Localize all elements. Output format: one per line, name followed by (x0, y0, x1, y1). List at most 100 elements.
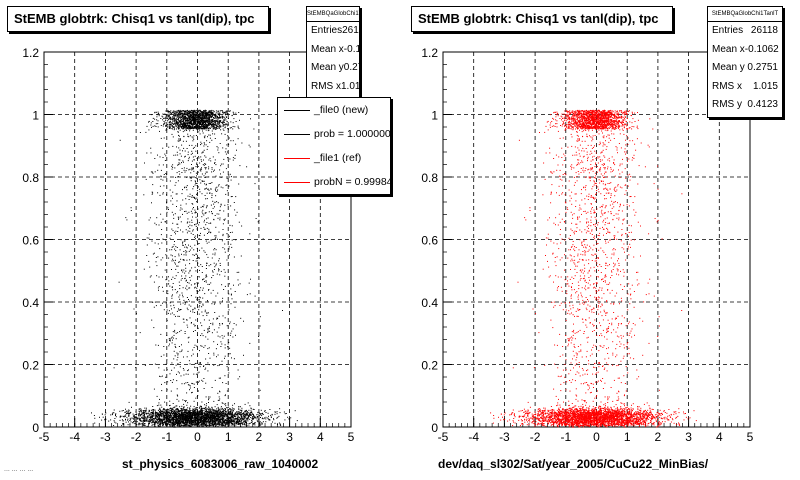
scatter-point (204, 420, 206, 422)
scatter-point (128, 415, 130, 417)
scatter-point (233, 419, 235, 421)
scatter-point (222, 407, 224, 409)
scatter-point (135, 411, 137, 413)
scatter-point (220, 414, 222, 416)
scatter-point (237, 418, 239, 420)
scatter-point (175, 405, 177, 407)
scatter-point (166, 417, 168, 419)
scatter-point (191, 169, 193, 171)
scatter-point (198, 411, 200, 413)
scatter-point (169, 404, 171, 406)
scatter-point (195, 122, 197, 124)
scatter-point (184, 130, 186, 132)
scatter-point (179, 417, 181, 419)
scatter-point (210, 411, 212, 413)
scatter-point (202, 132, 204, 134)
scatter-point (219, 416, 221, 418)
scatter-point (244, 415, 246, 417)
scatter-point (219, 124, 221, 126)
scatter-point (193, 118, 195, 119)
scatter-point (161, 419, 163, 421)
scatter-point (188, 412, 190, 414)
scatter-point (228, 118, 229, 119)
scatter-point (189, 416, 191, 418)
scatter-point (167, 112, 169, 114)
scatter-point (189, 421, 191, 423)
scatter-point (178, 419, 180, 421)
scatter-point (248, 412, 250, 414)
scatter-point (217, 112, 219, 114)
scatter-point (161, 410, 163, 412)
scatter-point (199, 121, 201, 123)
scatter-point (183, 422, 185, 424)
scatter-point (190, 412, 192, 414)
scatter-point (217, 117, 218, 119)
scatter-point (233, 420, 235, 422)
scatter-point (153, 421, 155, 423)
scatter-point (238, 412, 240, 414)
scatter-point (160, 420, 162, 422)
scatter-point (188, 125, 190, 127)
scatter-point (230, 410, 232, 412)
scatter-point (244, 417, 246, 419)
scatter-point (211, 121, 213, 122)
scatter-point (255, 218, 257, 219)
scatter-point (194, 117, 196, 119)
scatter-point (204, 418, 206, 420)
scatter-point (144, 411, 146, 413)
scatter-point (225, 114, 226, 116)
scatter-point (201, 112, 203, 114)
scatter-point (211, 111, 213, 113)
scatter-point (158, 112, 160, 114)
scatter-point (206, 408, 208, 410)
scatter-point (259, 421, 261, 423)
scatter-point (174, 120, 176, 122)
scatter-point (166, 411, 167, 413)
scatter-point (128, 409, 130, 411)
scatter-point (210, 416, 212, 418)
scatter-point (174, 406, 176, 408)
scatter-point (261, 423, 263, 425)
scatter-point (212, 120, 214, 122)
scatter-point (258, 415, 260, 417)
scatter-point (136, 424, 138, 426)
scatter-points (91, 109, 298, 428)
scatter-point (159, 422, 161, 424)
scatter-point (178, 140, 180, 142)
scatter-point (169, 424, 170, 426)
scatter-point (193, 112, 195, 114)
scatter-point (221, 423, 223, 425)
scatter-point (192, 114, 194, 116)
scatter-point (140, 415, 141, 417)
scatter-point (157, 425, 159, 427)
scatter-point (182, 110, 184, 112)
scatter-point (146, 420, 147, 422)
scatter-point (184, 272, 186, 274)
scatter-point (209, 121, 211, 123)
scatter-point (172, 120, 174, 122)
scatter-point (172, 421, 174, 423)
scatter-point (242, 417, 244, 419)
scatter-point (167, 293, 169, 295)
scatter-point (170, 117, 172, 119)
scatter-point (192, 123, 194, 125)
scatter-point (222, 417, 224, 419)
scatter-point (231, 420, 233, 422)
scatter-point (156, 114, 158, 116)
scatter-point (233, 424, 235, 425)
scatter-point (174, 248, 176, 250)
scatter-point (198, 422, 199, 424)
scatter-point (170, 418, 172, 420)
scatter-point (207, 411, 209, 412)
scatter-point (218, 117, 220, 119)
scatter-point (177, 111, 179, 113)
scatter-point (208, 406, 210, 408)
scatter-point (182, 425, 184, 427)
scatter-point (211, 412, 213, 413)
scatter-point (209, 114, 211, 115)
scatter-point (233, 408, 235, 410)
scatter-point (204, 293, 206, 295)
scatter-point (267, 412, 269, 414)
y-tick-label: 0.6 (22, 234, 39, 248)
scatter-point (202, 113, 204, 115)
